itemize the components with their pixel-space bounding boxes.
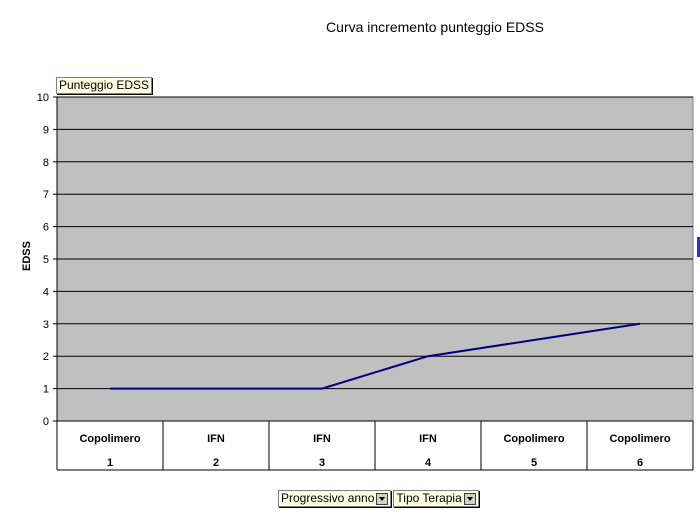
y-tick-label: 6 bbox=[43, 222, 49, 234]
edge-marker bbox=[697, 237, 700, 257]
row-field-buttons: Progressivo anno Tipo Terapia bbox=[278, 490, 479, 507]
category-label-therapy: IFN bbox=[207, 433, 225, 445]
category-label-year: 3 bbox=[319, 457, 325, 469]
category-label-therapy: IFN bbox=[419, 433, 437, 445]
y-tick-label: 8 bbox=[43, 157, 49, 169]
progressivo-anno-field-button[interactable]: Progressivo anno bbox=[278, 490, 392, 507]
dropdown-arrow-icon[interactable] bbox=[376, 492, 389, 505]
y-tick-label: 10 bbox=[37, 92, 49, 104]
y-tick-label: 1 bbox=[43, 384, 49, 396]
y-tick-label: 2 bbox=[43, 351, 49, 363]
y-tick-label: 4 bbox=[43, 286, 49, 298]
category-label-year: 1 bbox=[107, 457, 113, 469]
category-label-year: 4 bbox=[425, 457, 432, 469]
category-label-therapy: Copolimero bbox=[503, 433, 564, 445]
chart-title: Curva incremento punteggio EDSS bbox=[326, 19, 544, 35]
category-label-therapy: IFN bbox=[313, 433, 331, 445]
y-tick-label: 5 bbox=[43, 254, 49, 266]
progressivo-anno-label: Progressivo anno bbox=[281, 491, 375, 505]
category-label-year: 5 bbox=[531, 457, 537, 469]
y-tick-label: 9 bbox=[43, 124, 49, 136]
category-label-year: 2 bbox=[213, 457, 219, 469]
dropdown-arrow-icon[interactable] bbox=[463, 492, 476, 505]
y-tick-label: 3 bbox=[43, 319, 49, 331]
tipo-terapia-label: Tipo Terapia bbox=[396, 491, 462, 505]
data-field-button[interactable]: Punteggio EDSS bbox=[56, 77, 153, 94]
category-label-therapy: Copolimero bbox=[609, 433, 670, 445]
category-label-therapy: Copolimero bbox=[79, 433, 140, 445]
y-tick-label: 7 bbox=[43, 189, 49, 201]
tipo-terapia-field-button[interactable]: Tipo Terapia bbox=[393, 490, 479, 507]
y-tick-label: 0 bbox=[43, 416, 49, 428]
series-line bbox=[110, 322, 641, 390]
category-label-year: 6 bbox=[637, 457, 643, 469]
